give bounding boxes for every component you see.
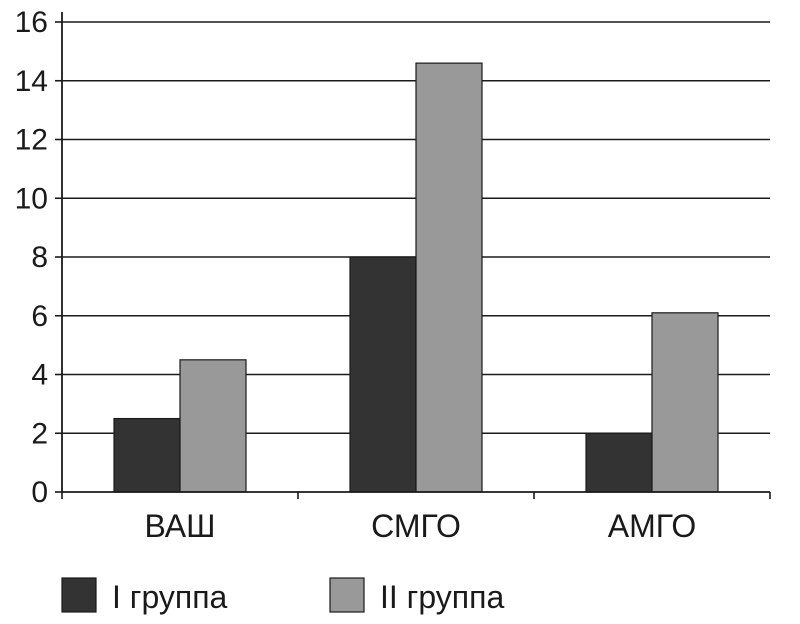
legend: I группа II группа [61, 577, 504, 615]
y-tick-label: 16 [15, 6, 48, 39]
y-tick-label: 8 [31, 241, 48, 274]
bar-2-1 [179, 359, 247, 493]
bar-1-1 [113, 417, 181, 493]
bar-1-3 [585, 432, 653, 493]
legend-swatch-2 [329, 577, 365, 613]
y-tick-label: 6 [31, 300, 48, 333]
bar-2-2 [415, 62, 483, 493]
legend-swatch-1 [61, 577, 97, 613]
bar-1-2 [349, 256, 417, 493]
y-tick-label: 14 [15, 65, 48, 98]
x-category-label: СМГО [371, 508, 461, 544]
bar-2-3 [651, 312, 719, 493]
y-tick-label: 4 [31, 359, 48, 392]
legend-label-2: II группа [380, 579, 504, 615]
legend-label-1: I группа [112, 579, 228, 615]
y-tick-label: 12 [15, 124, 48, 157]
x-category-label: АМГО [608, 508, 696, 544]
axes: 0 2 4 6 8 10 12 14 16 ВАШ СМГО АМГО [15, 6, 771, 544]
y-tick-label: 2 [31, 417, 48, 450]
x-category-label: ВАШ [145, 508, 216, 544]
y-tick-label: 10 [15, 182, 48, 215]
bars [113, 62, 719, 493]
y-tick-label: 0 [31, 476, 48, 509]
